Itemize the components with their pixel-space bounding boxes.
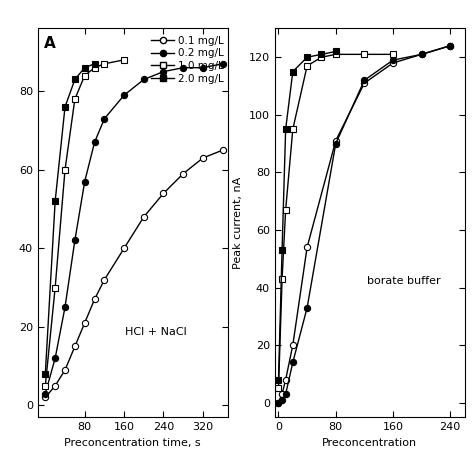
Text: borate buffer: borate buffer <box>367 276 441 286</box>
Y-axis label: Peak current, nA: Peak current, nA <box>233 177 243 269</box>
X-axis label: Preconcentration time, s: Preconcentration time, s <box>64 438 201 447</box>
Text: HCl + NaCl: HCl + NaCl <box>125 327 186 337</box>
Text: A: A <box>44 36 55 51</box>
X-axis label: Preconcentration: Preconcentration <box>322 438 417 447</box>
Legend: 0.1 mg/L, 0.2 mg/L, 1.0 mg/L, 2.0 mg/L: 0.1 mg/L, 0.2 mg/L, 1.0 mg/L, 2.0 mg/L <box>149 34 226 86</box>
